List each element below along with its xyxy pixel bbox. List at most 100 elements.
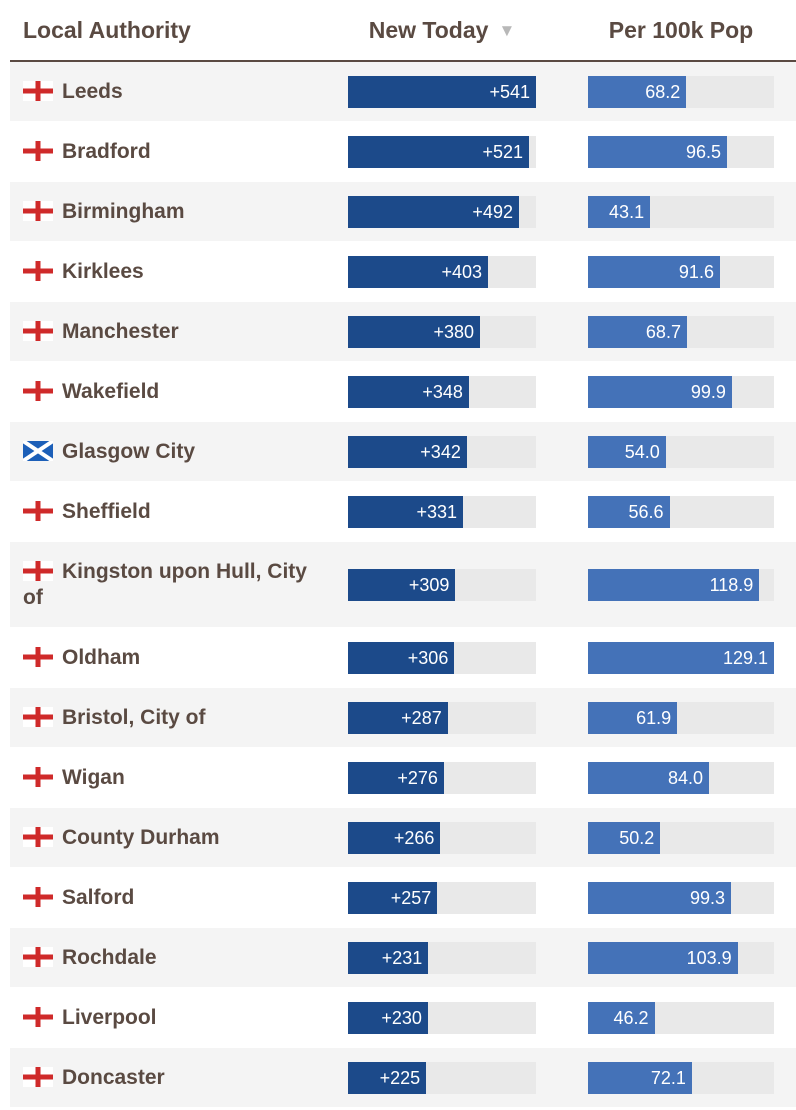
new-today-value: +266: [393, 828, 435, 848]
local-authority-name: Rochdale: [23, 945, 157, 971]
local-authority-cell: Salford: [23, 868, 311, 927]
local-authority-label: Leeds: [62, 79, 123, 103]
per-100k-track: 99.3: [588, 882, 774, 914]
per-100k-track: 61.9: [588, 702, 774, 734]
table-row[interactable]: Kirklees +403 91.6: [10, 242, 796, 302]
england-flag-icon: [23, 140, 53, 161]
table-row[interactable]: Doncaster +225 72.1: [10, 1048, 796, 1108]
table-row[interactable]: Wakefield +348 99.9: [10, 362, 796, 422]
table-row[interactable]: Rochdale +231 103.9: [10, 928, 796, 988]
per-100k-bar: 46.2: [588, 1002, 655, 1034]
header-divider: [10, 60, 796, 62]
per-100k-value: 56.6: [628, 502, 664, 522]
new-today-value: +380: [433, 322, 475, 342]
table-row[interactable]: Leeds +541 68.2: [10, 62, 796, 122]
local-authority-name: Leeds: [23, 79, 123, 105]
new-today-bar: +521: [348, 136, 530, 168]
per-100k-value: 96.5: [685, 142, 722, 162]
england-flag-icon: [23, 646, 53, 667]
header-per-100k[interactable]: Per 100k Pop: [608, 17, 754, 43]
england-flag-icon: [23, 260, 53, 281]
per-100k-track: 118.9: [588, 569, 774, 601]
local-authority-name: Salford: [23, 885, 134, 911]
per-100k-track: 72.1: [588, 1062, 774, 1094]
local-authority-name: Birmingham: [23, 199, 185, 225]
table-row[interactable]: County Durham +266 50.2: [10, 808, 796, 868]
england-flag-icon: [23, 500, 53, 521]
local-authority-cell: Oldham: [23, 628, 311, 687]
per-100k-track: 50.2: [588, 822, 774, 854]
per-100k-track: 129.1: [588, 642, 774, 674]
new-today-value: +342: [420, 442, 461, 462]
new-today-bar: +306: [348, 642, 455, 674]
local-authority-name: Wigan: [23, 765, 125, 791]
local-authority-name: Kirklees: [23, 259, 144, 285]
per-100k-track: 43.1: [588, 196, 774, 228]
new-today-bar: +257: [348, 882, 438, 914]
per-100k-value: 118.9: [709, 575, 754, 595]
table-row[interactable]: Oldham +306 129.1: [10, 628, 796, 688]
england-flag-icon: [23, 320, 53, 341]
local-authority-cell: Kirklees: [23, 242, 311, 301]
local-authority-cell: Manchester: [23, 302, 311, 361]
england-flag-icon: [23, 80, 53, 101]
sort-descending-icon[interactable]: ▼: [498, 20, 516, 40]
new-today-bar: +541: [348, 76, 536, 108]
per-100k-track: 54.0: [588, 436, 774, 468]
new-today-value: +230: [381, 1008, 422, 1028]
new-today-track: +257: [348, 882, 536, 914]
per-100k-bar: 61.9: [588, 702, 678, 734]
new-today-value: +276: [397, 768, 438, 788]
new-today-bar: +309: [348, 569, 456, 601]
table-row[interactable]: Bradford +521 96.5: [10, 122, 796, 182]
per-100k-value: 99.9: [690, 382, 726, 402]
table-row[interactable]: Kingston upon Hull, City of +309 118.9: [10, 542, 796, 628]
table-row[interactable]: Birmingham +492 43.1: [10, 182, 796, 242]
new-today-bar: +231: [348, 942, 429, 974]
england-flag-icon: [23, 1066, 53, 1087]
local-authority-label: Kirklees: [62, 259, 144, 283]
local-authority-cell: Doncaster: [23, 1048, 311, 1107]
per-100k-track: 84.0: [588, 762, 774, 794]
per-100k-value: 46.2: [613, 1008, 649, 1028]
per-100k-value: 50.2: [619, 828, 655, 848]
england-flag-icon: [23, 706, 53, 727]
table-row[interactable]: Liverpool +230 46.2: [10, 988, 796, 1048]
header-new-today[interactable]: New Today ▼: [348, 0, 536, 61]
per-100k-bar: 84.0: [588, 762, 710, 794]
new-today-bar: +380: [348, 316, 481, 348]
table-row[interactable]: Salford +257 99.3: [10, 868, 796, 928]
new-today-track: +541: [348, 76, 536, 108]
header-new-today-label: New Today: [368, 17, 489, 43]
per-100k-bar: 96.5: [588, 136, 728, 168]
new-today-bar: +287: [348, 702, 448, 734]
table-row[interactable]: Wigan +276 84.0: [10, 748, 796, 808]
local-authority-label: Birmingham: [62, 199, 185, 223]
per-100k-value: 72.1: [650, 1068, 686, 1088]
local-authority-label: Wakefield: [62, 379, 160, 403]
local-authority-cell: Rochdale: [23, 928, 311, 987]
table-row[interactable]: Glasgow City +342 54.0: [10, 422, 796, 482]
table-row[interactable]: Bristol, City of +287 61.9: [10, 688, 796, 748]
per-100k-track: 46.2: [588, 1002, 774, 1034]
header-local-authority[interactable]: Local Authority: [23, 17, 191, 43]
new-today-bar: +492: [348, 196, 519, 228]
table-row[interactable]: Sheffield +331 56.6: [10, 482, 796, 542]
local-authority-label: Salford: [62, 885, 135, 909]
local-authority-cell: Leeds: [23, 62, 311, 121]
per-100k-value: 68.2: [645, 82, 681, 102]
per-100k-value: 54.0: [624, 442, 660, 462]
local-authority-name: Sheffield: [23, 499, 151, 525]
new-today-value: +348: [422, 382, 463, 402]
new-today-bar: +225: [348, 1062, 427, 1094]
local-authority-name: Bradford: [23, 139, 151, 165]
local-authority-name: County Durham: [23, 825, 220, 851]
new-today-bar: +342: [348, 436, 467, 468]
local-authority-cell: Liverpool: [23, 988, 311, 1047]
per-100k-bar: 43.1: [588, 196, 651, 228]
table-row[interactable]: Manchester +380 68.7: [10, 302, 796, 362]
england-flag-icon: [23, 560, 53, 581]
new-today-track: +521: [348, 136, 536, 168]
new-today-value: +287: [401, 708, 442, 728]
local-authority-name: Glasgow City: [23, 439, 195, 465]
